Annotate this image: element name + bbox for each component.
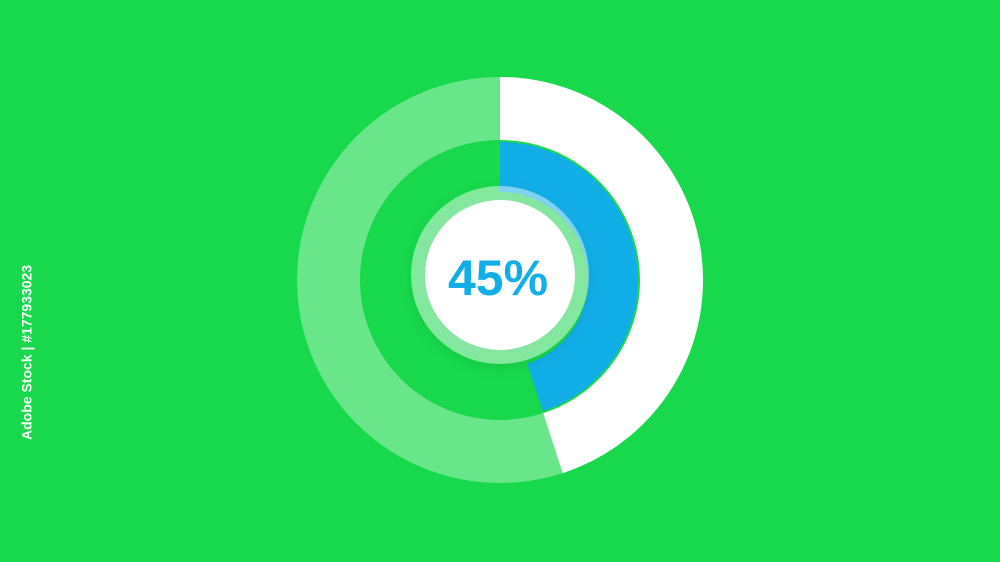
- source-label: Adobe Stock | #177933023: [19, 265, 35, 440]
- inner-arc: [500, 142, 638, 412]
- outer-arc: [500, 77, 703, 474]
- arcs: [500, 77, 703, 474]
- value-label: 45%: [448, 250, 548, 306]
- center-disc: [425, 200, 575, 350]
